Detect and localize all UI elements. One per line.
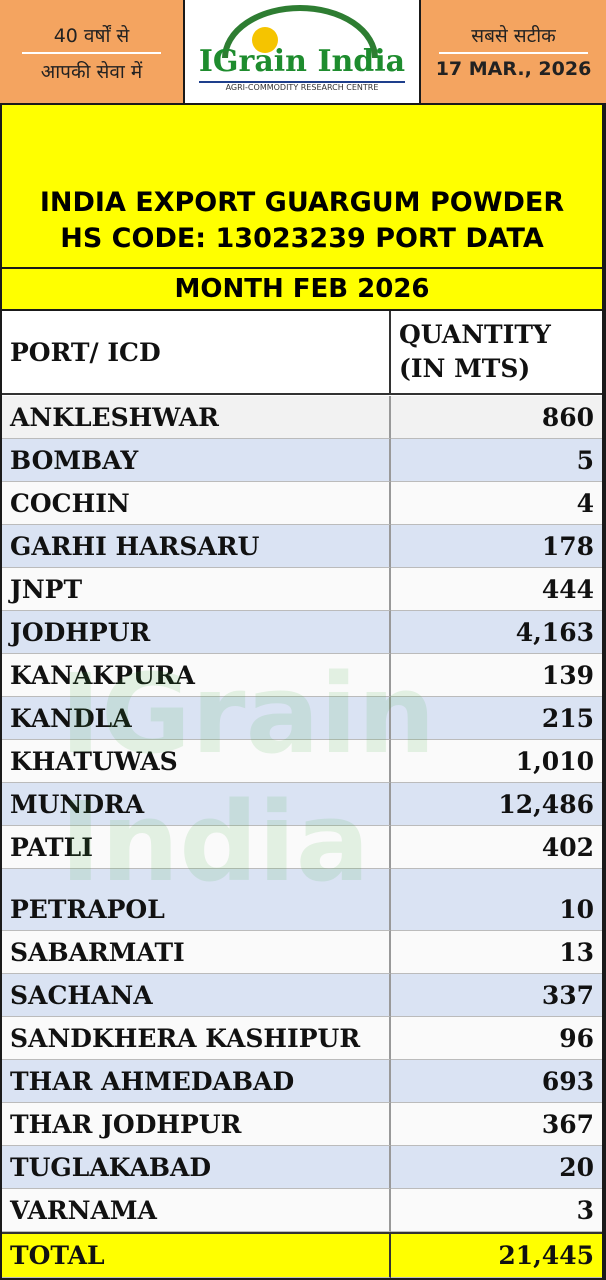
port-name: KHATUWAS bbox=[2, 740, 391, 783]
quantity: 1,010 bbox=[391, 740, 602, 783]
table: PORT/ ICD QUANTITY (IN MTS) ANKLESHWAR 860 B… bbox=[2, 311, 602, 1278]
quantity: 337 bbox=[391, 974, 602, 1017]
quantity: 367 bbox=[391, 1103, 602, 1146]
column-header: QUANTITY (IN MTS) bbox=[391, 311, 602, 395]
port-name: KANAKPURA bbox=[2, 654, 391, 697]
port-name: KANDLA bbox=[2, 697, 391, 740]
port-name: ANKLESHWAR bbox=[2, 396, 391, 439]
quantity: 12,486 bbox=[391, 783, 602, 826]
logo: IGrain India AGRI-COMMODITY RESEARCH CEN… bbox=[185, 0, 419, 103]
quantity: 178 bbox=[391, 525, 602, 568]
quantity: 3 bbox=[391, 1189, 602, 1232]
port-name: JODHPUR bbox=[2, 611, 391, 654]
month: MONTH FEB 2026 bbox=[2, 269, 602, 309]
port-name: SACHANA bbox=[2, 974, 391, 1017]
left-line2: आपकी सेवा में bbox=[40, 61, 143, 83]
total-value: 21,445 bbox=[391, 1232, 602, 1278]
port-name: GARHI HARSARU bbox=[2, 525, 391, 568]
quantity: 693 bbox=[391, 1060, 602, 1103]
quantity: 4 bbox=[391, 482, 602, 525]
quantity: 20 bbox=[391, 1146, 602, 1189]
date: 17 MAR., 2026 bbox=[435, 58, 592, 80]
logo-arc bbox=[222, 5, 378, 59]
quantity: 4,163 bbox=[391, 611, 602, 654]
port-name: TUGLAKABAD bbox=[2, 1146, 391, 1189]
column-header: PORT/ ICD bbox=[2, 311, 391, 395]
header-right: सबसे सटीक 17 MAR., 2026 bbox=[421, 0, 606, 103]
logo-text: IGrain India bbox=[198, 44, 406, 79]
port-name: COCHIN bbox=[2, 482, 391, 525]
title-line2: HS CODE: 13023239 PORT DATA bbox=[60, 223, 544, 254]
port-name: SABARMATI bbox=[2, 931, 391, 974]
right-line1: सबसे सटीक bbox=[471, 25, 556, 47]
port-name: VARNAMA bbox=[2, 1189, 391, 1232]
quantity: 10 bbox=[391, 869, 602, 931]
logo-tagline: AGRI-COMMODITY RESEARCH CENTRE bbox=[199, 81, 405, 92]
port-name: JNPT bbox=[2, 568, 391, 611]
port-name: MUNDRA bbox=[2, 783, 391, 826]
quantity: 96 bbox=[391, 1017, 602, 1060]
left-line1: 40 वर्षों से bbox=[53, 25, 130, 47]
port-name: PATLI bbox=[2, 826, 391, 869]
header-left: 40 वर्षों से आपकी सेवा में bbox=[0, 0, 183, 103]
port-name: THAR JODHPUR bbox=[2, 1103, 391, 1146]
port-name: PETRAPOL bbox=[2, 869, 391, 931]
quantity: 5 bbox=[391, 439, 602, 482]
title-line1: INDIA EXPORT GUARGUM POWDER bbox=[39, 187, 565, 218]
quantity: 860 bbox=[391, 396, 602, 439]
title-box: INDIA EXPORT GUARGUM POWDER HS CODE: 130… bbox=[2, 105, 602, 267]
quantity: 215 bbox=[391, 697, 602, 740]
port-name: BOMBAY bbox=[2, 439, 391, 482]
port-name: SANDKHERA KASHIPUR bbox=[2, 1017, 391, 1060]
total-label: TOTAL bbox=[2, 1232, 391, 1278]
quantity: 402 bbox=[391, 826, 602, 869]
port-name: THAR AHMEDABAD bbox=[2, 1060, 391, 1103]
quantity: 139 bbox=[391, 654, 602, 697]
quantity: 444 bbox=[391, 568, 602, 611]
quantity: 13 bbox=[391, 931, 602, 974]
